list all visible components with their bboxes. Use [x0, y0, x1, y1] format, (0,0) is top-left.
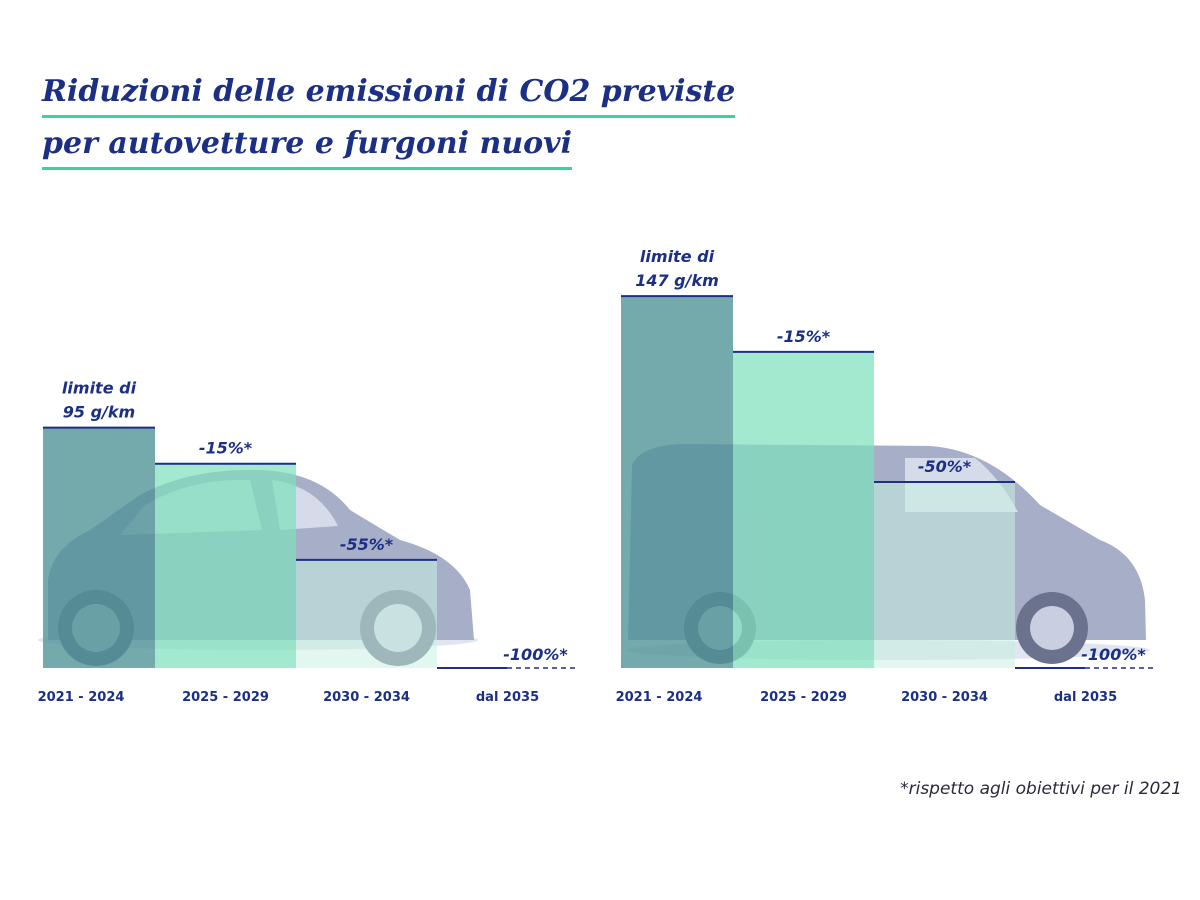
- category-label-furgoni-0: 2021 - 2024: [616, 690, 703, 705]
- value-label-furgoni-2: -50%*: [918, 457, 972, 476]
- value-label-autovetture-1: -15%*: [199, 439, 253, 458]
- bar-furgoni-0: [621, 296, 733, 668]
- category-label-autovetture-2: 2030 - 2034: [323, 690, 410, 705]
- footnote: *rispetto agli obiettivi per il 2021: [900, 779, 1182, 799]
- value-label-autovetture-3: -100%*: [503, 645, 568, 664]
- bar-autovetture-1: [155, 463, 296, 668]
- category-label-furgoni-1: 2025 - 2029: [760, 690, 847, 705]
- category-label-autovetture-0: 2021 - 2024: [38, 690, 125, 705]
- title-line-2: per autovetture e furgoni nuovi: [42, 124, 572, 170]
- title-line-1: Riduzioni delle emissioni di CO2 previst…: [42, 72, 736, 118]
- value-label-autovetture-0: limite di 95 g/km: [62, 379, 137, 422]
- category-label-furgoni-2: 2030 - 2034: [901, 690, 988, 705]
- bar-furgoni-2: [874, 482, 1015, 668]
- bar-autovetture-2: [296, 559, 437, 668]
- value-label-furgoni-0: limite di 147 g/km: [635, 247, 719, 290]
- bar-autovetture-0: [43, 427, 155, 668]
- value-label-furgoni-3: -100%*: [1081, 645, 1146, 664]
- value-label-furgoni-1: -15%*: [777, 327, 831, 346]
- chart-title: Riduzioni delle emissioni di CO2 previst…: [42, 72, 736, 176]
- category-label-autovetture-3: dal 2035: [476, 690, 539, 705]
- value-label-autovetture-2: -55%*: [340, 535, 394, 554]
- category-label-autovetture-1: 2025 - 2029: [182, 690, 269, 705]
- category-label-furgoni-3: dal 2035: [1054, 690, 1117, 705]
- bar-furgoni-1: [733, 351, 874, 668]
